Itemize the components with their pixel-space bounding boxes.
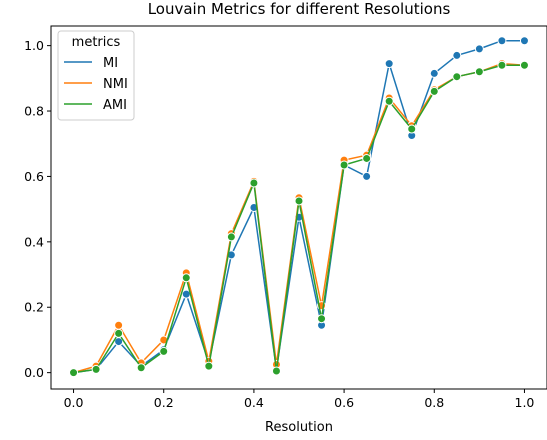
data-point	[497, 60, 507, 70]
legend-title: metrics	[72, 35, 121, 50]
data-point	[519, 60, 529, 70]
data-point	[452, 72, 462, 82]
series-mi	[69, 36, 529, 378]
series-ami	[69, 60, 529, 378]
data-point	[407, 124, 417, 134]
data-point	[362, 171, 372, 181]
y-tick-label: 1.0	[24, 38, 44, 53]
x-axis-label: Resolution	[265, 420, 333, 435]
data-point	[91, 364, 101, 374]
chart-title: Louvain Metrics for different Resolution…	[148, 0, 451, 18]
series-line	[73, 39, 525, 374]
data-point	[226, 232, 236, 242]
y-tick-label: 0.4	[24, 234, 44, 249]
data-point	[114, 328, 124, 338]
x-tick-label: 1.0	[515, 395, 535, 410]
data-point	[294, 196, 304, 206]
x-tick-label: 0.0	[64, 395, 84, 410]
x-axis: 0.0 0.2 0.4 0.6 0.8 1.0	[64, 389, 535, 410]
x-tick-label: 0.2	[154, 395, 174, 410]
legend: metrics MI NMI AMI	[57, 30, 135, 121]
data-point	[159, 346, 169, 356]
data-point	[136, 363, 146, 373]
data-point	[474, 44, 484, 54]
data-point	[114, 320, 124, 330]
data-point	[181, 273, 191, 283]
x-tick-label: 0.6	[334, 395, 354, 410]
data-point	[339, 160, 349, 170]
data-point	[362, 153, 372, 163]
data-point	[271, 366, 281, 376]
y-axis: 0.0 0.2 0.4 0.6 0.8 1.0	[24, 38, 51, 380]
data-point	[249, 178, 259, 188]
legend-label: NMI	[103, 77, 128, 92]
data-point	[452, 50, 462, 60]
plot-area	[69, 36, 529, 378]
legend-label: MI	[103, 56, 118, 71]
plot-frame	[50, 25, 547, 390]
x-tick-label: 0.8	[424, 395, 444, 410]
data-point	[317, 314, 327, 324]
y-tick-label: 0.8	[24, 104, 44, 119]
data-point	[474, 67, 484, 77]
y-tick-label: 0.6	[24, 169, 44, 184]
data-point	[384, 59, 394, 69]
data-point	[204, 361, 214, 371]
legend-box	[57, 30, 135, 121]
data-point	[519, 36, 529, 46]
x-tick-label: 0.4	[244, 395, 264, 410]
y-tick-label: 0.0	[24, 365, 44, 380]
data-point	[429, 68, 439, 78]
data-point	[69, 368, 79, 378]
y-tick-label: 0.2	[24, 300, 44, 315]
legend-label: AMI	[103, 98, 127, 113]
data-point	[429, 86, 439, 96]
data-point	[384, 96, 394, 106]
data-point	[497, 36, 507, 46]
